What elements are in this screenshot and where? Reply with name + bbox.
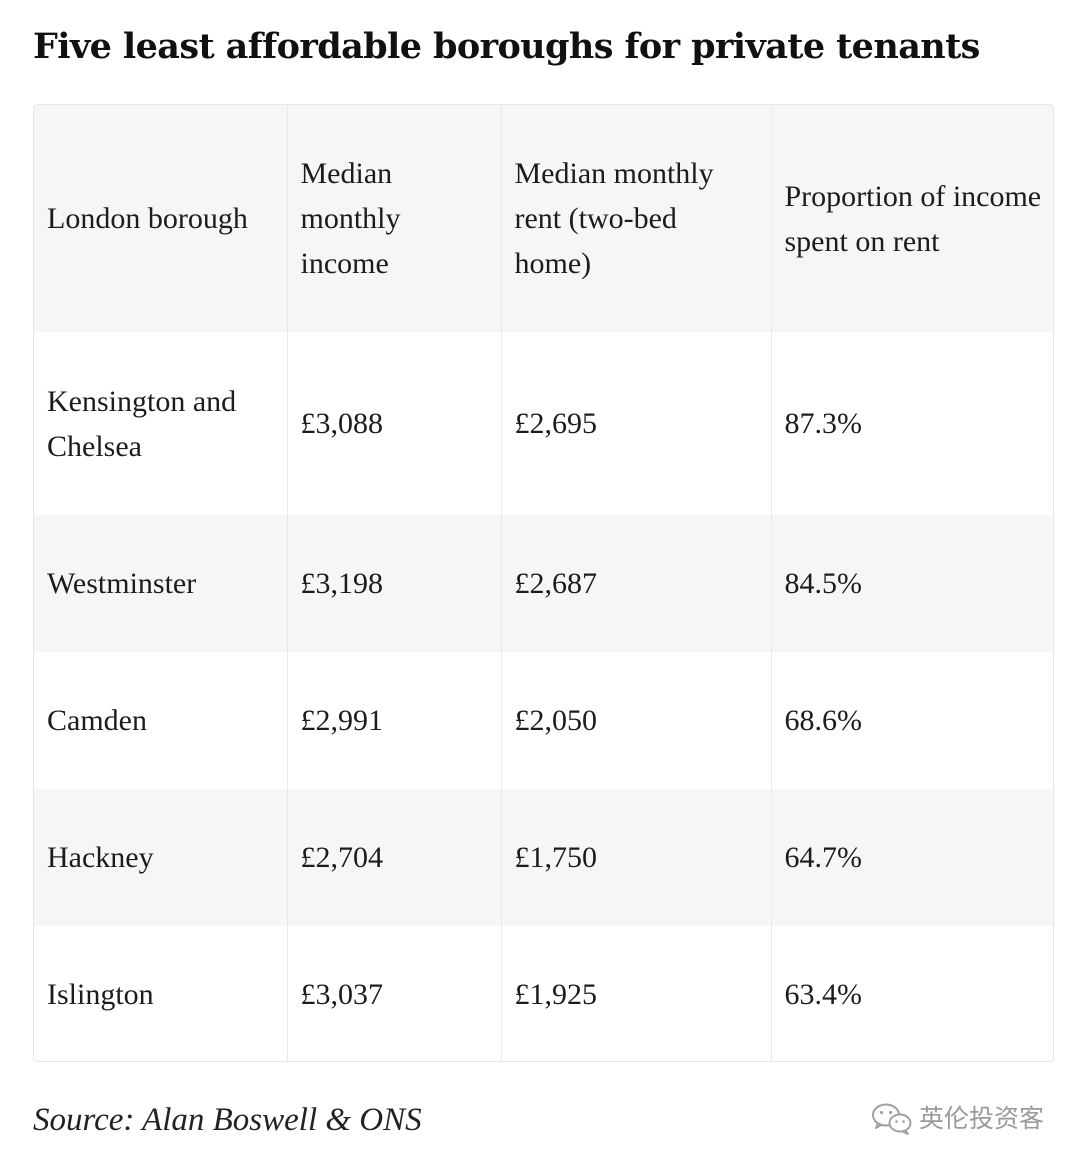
table-row: Westminster £3,198 £2,687 84.5%: [34, 515, 1053, 652]
cell-proportion: 87.3%: [770, 332, 1053, 515]
cell-borough: Islington: [47, 978, 154, 1011]
cell-borough: Kensington and Chelsea: [47, 384, 237, 463]
column-header-borough: London borough: [47, 202, 248, 235]
table-row: Kensington and Chelsea £3,088 £2,695 87.…: [34, 332, 1053, 515]
affordability-table: London borough Median monthly income Med…: [34, 105, 1053, 1061]
cell-proportion: 84.5%: [770, 515, 1053, 652]
table-header-row: London borough Median monthly income Med…: [34, 105, 1053, 332]
cell-rent: £2,687: [500, 515, 771, 652]
cell-rent: £2,695: [500, 332, 771, 515]
data-table-container: London borough Median monthly income Med…: [33, 104, 1054, 1062]
watermark-label: 英伦投资客: [918, 1104, 1044, 1133]
table-row: Hackney £2,704 £1,750 64.7%: [34, 789, 1053, 926]
source-caption: Source: Alan Boswell & ONS: [33, 1102, 422, 1138]
cell-proportion: 64.7%: [770, 789, 1053, 926]
watermark: 英伦投资客: [871, 1099, 1044, 1139]
cell-income: £3,037: [286, 926, 501, 1061]
cell-borough: Camden: [47, 704, 147, 737]
cell-borough: Hackney: [47, 841, 154, 874]
cell-income: £3,198: [286, 515, 501, 652]
cell-rent: £1,750: [500, 789, 771, 926]
column-header-income: Median monthly income: [286, 105, 501, 332]
cell-income: £3,088: [286, 332, 501, 515]
wechat-icon: [871, 1102, 913, 1136]
cell-borough: Westminster: [47, 567, 197, 600]
column-header-proportion: Proportion of income spent on rent: [770, 105, 1053, 332]
column-header-rent: Median monthly rent (two-bed home): [500, 105, 771, 332]
cell-rent: £1,925: [500, 926, 771, 1061]
table-row: Islington £3,037 £1,925 63.4%: [34, 926, 1053, 1061]
cell-proportion: 63.4%: [770, 926, 1053, 1061]
cell-income: £2,991: [286, 652, 501, 789]
cell-rent: £2,050: [500, 652, 771, 789]
table-row: Camden £2,991 £2,050 68.6%: [34, 652, 1053, 789]
cell-proportion: 68.6%: [770, 652, 1053, 789]
cell-income: £2,704: [286, 789, 501, 926]
page-title: Five least affordable boroughs for priva…: [33, 26, 980, 67]
